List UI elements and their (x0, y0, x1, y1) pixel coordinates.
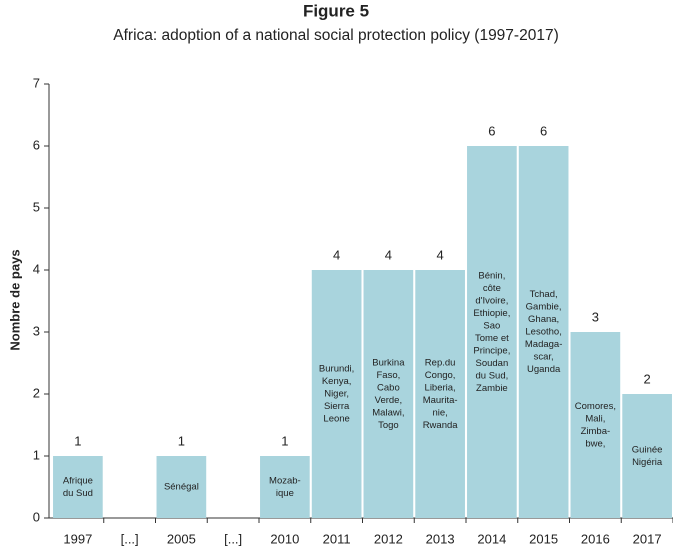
value-label: 4 (437, 247, 444, 262)
x-tick-label: 2010 (270, 531, 299, 546)
bar-inner-label: Rwanda (423, 420, 459, 431)
bar-inner-label: Faso, (376, 370, 400, 381)
bar-inner-label: Mozab- (269, 475, 301, 486)
bar-inner-label: Sénégal (164, 482, 199, 493)
bar-inner-label: Bénin, (478, 270, 505, 281)
bar-inner-label: Guinée (632, 444, 663, 455)
value-label: 2 (644, 371, 651, 386)
value-label: 6 (488, 123, 495, 138)
chart-subtitle: Africa: adoption of a national social pr… (113, 27, 558, 44)
y-tick-label: 1 (33, 447, 40, 462)
value-label: 1 (178, 433, 185, 448)
bar (467, 146, 517, 518)
y-tick-label: 0 (33, 509, 40, 524)
bar-inner-label: Burundi, (319, 364, 354, 375)
bar-inner-label: Burkina (372, 357, 405, 368)
bar (260, 456, 310, 518)
bar-inner-label: Soudan (475, 358, 508, 369)
bar-inner-label: Togo (378, 420, 399, 431)
bar (622, 394, 672, 518)
bar-inner-label: bwe, (585, 438, 605, 449)
bar-inner-label: Uganda (527, 364, 561, 375)
bar (415, 270, 465, 518)
bar-inner-label: scar, (534, 352, 554, 363)
y-axis-label: Nombre de pays (7, 249, 22, 350)
bar-inner-label: Verde, (375, 395, 402, 406)
bar-inner-label: Gambie, (526, 302, 562, 313)
x-tick-label: 2012 (374, 531, 403, 546)
x-tick-label: 2014 (477, 531, 506, 546)
bar-inner-label: Ethiopie, (473, 308, 510, 319)
value-label: 4 (385, 247, 392, 262)
value-label: 1 (74, 433, 81, 448)
bar-inner-label: ique (276, 488, 294, 499)
bar-inner-label: Liberia, (425, 382, 456, 393)
bar-inner-label: Cabo (377, 382, 400, 393)
y-tick-label: 3 (33, 323, 40, 338)
y-tick-label: 6 (33, 137, 40, 152)
x-tick-label: 2013 (426, 531, 455, 546)
bar (518, 146, 569, 518)
chart-title: Figure 5 (303, 1, 369, 20)
y-tick-label: 7 (33, 75, 40, 90)
bar-inner-label: Kenya, (322, 376, 352, 387)
bar (311, 270, 362, 518)
x-tick-label: 2016 (581, 531, 610, 546)
x-tick-label: [...] (121, 531, 139, 546)
bar-inner-label: du Sud, (476, 370, 509, 381)
bar-inner-label: Afrique (63, 475, 93, 486)
x-tick-label: 2015 (529, 531, 558, 546)
bar-inner-label: Sao (483, 320, 500, 331)
bar-inner-label: Tome et (475, 333, 509, 344)
bar (156, 456, 207, 518)
bar-inner-label: Tchad, (530, 289, 558, 300)
bar-inner-label: Rep.du (425, 357, 456, 368)
bar-inner-label: Mali, (585, 413, 605, 424)
bar-inner-label: Madaga- (525, 339, 563, 350)
bar-inner-label: Lesotho, (525, 327, 561, 338)
x-tick-label: [...] (224, 531, 242, 546)
bar-inner-label: nie, (432, 407, 447, 418)
bar-inner-label: Comores, (575, 401, 616, 412)
value-label: 3 (592, 309, 599, 324)
x-tick-label: 2017 (633, 531, 662, 546)
bar (53, 456, 103, 518)
bar-inner-label: Ghana, (528, 314, 559, 325)
value-label: 6 (540, 123, 547, 138)
bar-inner-label: Maurita- (423, 395, 458, 406)
bar-inner-label: Malawi, (372, 407, 404, 418)
bar-inner-label: Zambie (476, 383, 508, 394)
bar (363, 270, 414, 518)
x-tick-label: 2005 (167, 531, 196, 546)
y-tick-label: 2 (33, 385, 40, 400)
x-tick-label: 1997 (63, 531, 92, 546)
bar-inner-label: d'Ivoire, (475, 295, 508, 306)
bar (570, 332, 621, 518)
bar-inner-label: côte (483, 283, 501, 294)
bar-inner-label: Niger, (324, 389, 349, 400)
bar-inner-label: Congo, (425, 370, 456, 381)
y-tick-label: 4 (33, 261, 40, 276)
bar-inner-label: Nigéria (632, 457, 663, 468)
value-label: 4 (333, 247, 340, 262)
bar-inner-label: Leone (323, 414, 349, 425)
bar-inner-label: Principe, (473, 345, 510, 356)
value-label: 1 (281, 433, 288, 448)
bar-inner-label: Zimba- (581, 426, 611, 437)
y-tick-label: 5 (33, 199, 40, 214)
bar-inner-label: Sierra (324, 401, 350, 412)
x-tick-label: 2011 (323, 531, 351, 546)
bar-inner-label: du Sud (63, 488, 93, 499)
